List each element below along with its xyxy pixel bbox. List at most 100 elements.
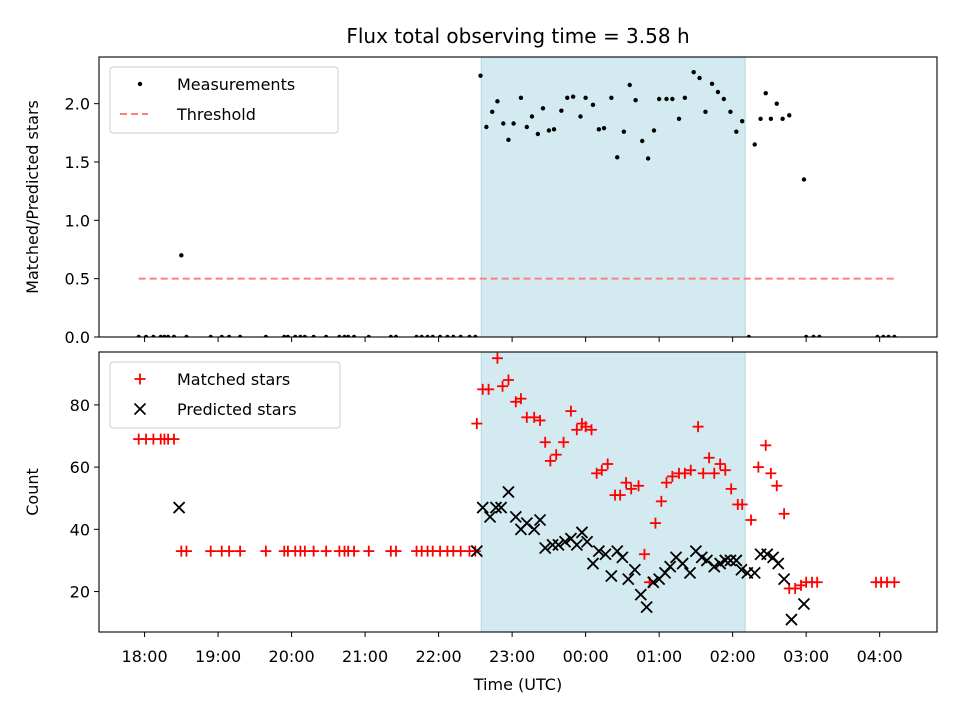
measurements-point (609, 95, 614, 101)
measurements-point (651, 128, 657, 133)
matched-stars-point (565, 405, 577, 417)
measurements-point (590, 102, 596, 108)
matched-stars-point (539, 436, 551, 448)
matched-stars-point (528, 411, 540, 423)
measurements-point (768, 116, 774, 122)
matched-stars-point (625, 483, 637, 495)
legend-label: Threshold (176, 105, 256, 124)
measurements-point (633, 97, 638, 103)
predicted-stars-point (772, 557, 785, 570)
axes-frame (98, 351, 938, 633)
measurements-point (559, 108, 564, 113)
legend-label: Matched stars (177, 370, 290, 389)
legend-swatch (134, 373, 146, 385)
matched-stars-point (491, 352, 503, 364)
measurements-point (551, 127, 557, 132)
x-tick-label: 01:00 (636, 647, 682, 666)
matched-stars-point (223, 545, 235, 557)
predicted-stars-point (580, 535, 594, 548)
measurements-point (664, 96, 669, 102)
measurements-point (774, 101, 779, 106)
measurements-point (682, 95, 688, 101)
matched-stars-point (234, 545, 246, 557)
predicted-stars-point (570, 538, 583, 552)
predicted-stars-point (502, 485, 515, 499)
measurements-point (583, 95, 588, 101)
measurements-point (734, 129, 739, 134)
predicted-stars-point (586, 557, 600, 570)
matched-stars-point (497, 380, 509, 392)
matched-stars-point (205, 545, 217, 557)
matched-stars-point (515, 393, 527, 405)
legend: Measurements Threshold (109, 66, 339, 134)
predicted-stars-point (647, 576, 660, 589)
matched-stars-point (469, 545, 481, 557)
matched-stars-point (719, 464, 731, 476)
measurements-point (627, 82, 632, 88)
predicted-stars-point (533, 513, 547, 527)
predicted-stars-point (539, 541, 552, 555)
matched-stars-point (685, 464, 697, 476)
predicted-stars-point (470, 544, 483, 558)
measurements-point (758, 116, 763, 122)
bottom-panel: 20 40 60 80 18:00 19:00 20:00 21:00 22:00 23:00 00… (23, 351, 938, 694)
matched-stars-point (660, 477, 672, 489)
legend: Matched stars Predicted stars (109, 361, 341, 429)
matched-stars-point (180, 545, 192, 557)
predicted-stars-point (483, 510, 497, 524)
y-tick-label: 2.0 (65, 95, 90, 114)
matched-stars-point (558, 436, 570, 448)
legend-label: Measurements (177, 75, 295, 94)
shaded-interval (480, 56, 746, 338)
measurements-point (728, 109, 733, 115)
chart-title: Flux total observing time = 3.58 h (346, 24, 689, 48)
matched-stars-point (571, 424, 583, 436)
predicted-stars-point (622, 572, 635, 586)
matched-stars-point (602, 458, 614, 470)
matched-stars-point (714, 458, 726, 470)
measurements-point (697, 75, 702, 81)
predicted-stars-point (735, 563, 748, 576)
predicted-stars-point (708, 560, 721, 573)
matched-stars-point (620, 477, 632, 489)
matched-stars-point (550, 449, 562, 461)
matched-stars-point (320, 545, 332, 557)
measurements-point (691, 69, 696, 75)
matched-stars-point (697, 467, 709, 479)
x-tick-label: 04:00 (857, 647, 903, 666)
matched-stars-point (534, 414, 546, 426)
predicted-stars-point (676, 557, 689, 570)
matched-stars-point (348, 545, 360, 557)
top-panel: 0.0 0.5 1.0 1.5 2.0 Matched/Predicted stars Fl… (23, 24, 938, 347)
plot-area (133, 352, 900, 626)
measurements-point (495, 99, 500, 104)
x-tick-label: 23:00 (489, 647, 535, 666)
matched-stars-point (655, 495, 667, 507)
y-tick-label: 60 (70, 458, 90, 477)
measurements-point (709, 81, 715, 87)
matched-stars-point (580, 421, 592, 433)
predicted-stars-point (785, 613, 798, 626)
predicted-stars-point (797, 597, 811, 611)
measurements-point (601, 125, 607, 131)
measurements-point (506, 137, 511, 143)
y-tick-label: 1.0 (65, 211, 90, 230)
predicted-stars-point (489, 501, 503, 514)
predicted-stars-point (558, 535, 572, 548)
matched-stars-point (725, 483, 737, 495)
matched-stars-point (544, 455, 556, 467)
measurements-point (645, 156, 651, 161)
legend-swatch (133, 402, 147, 416)
predicted-stars-point (748, 566, 761, 580)
measurements-point (656, 96, 662, 102)
plot-area (136, 69, 897, 337)
measurements-point (703, 109, 708, 115)
predicted-stars-point (546, 538, 559, 552)
predicted-stars-point (552, 538, 565, 552)
x-tick-label: 18:00 (122, 647, 168, 666)
measurements-point (780, 116, 785, 122)
measurements-point (518, 95, 524, 101)
matched-stars-point (260, 545, 272, 557)
